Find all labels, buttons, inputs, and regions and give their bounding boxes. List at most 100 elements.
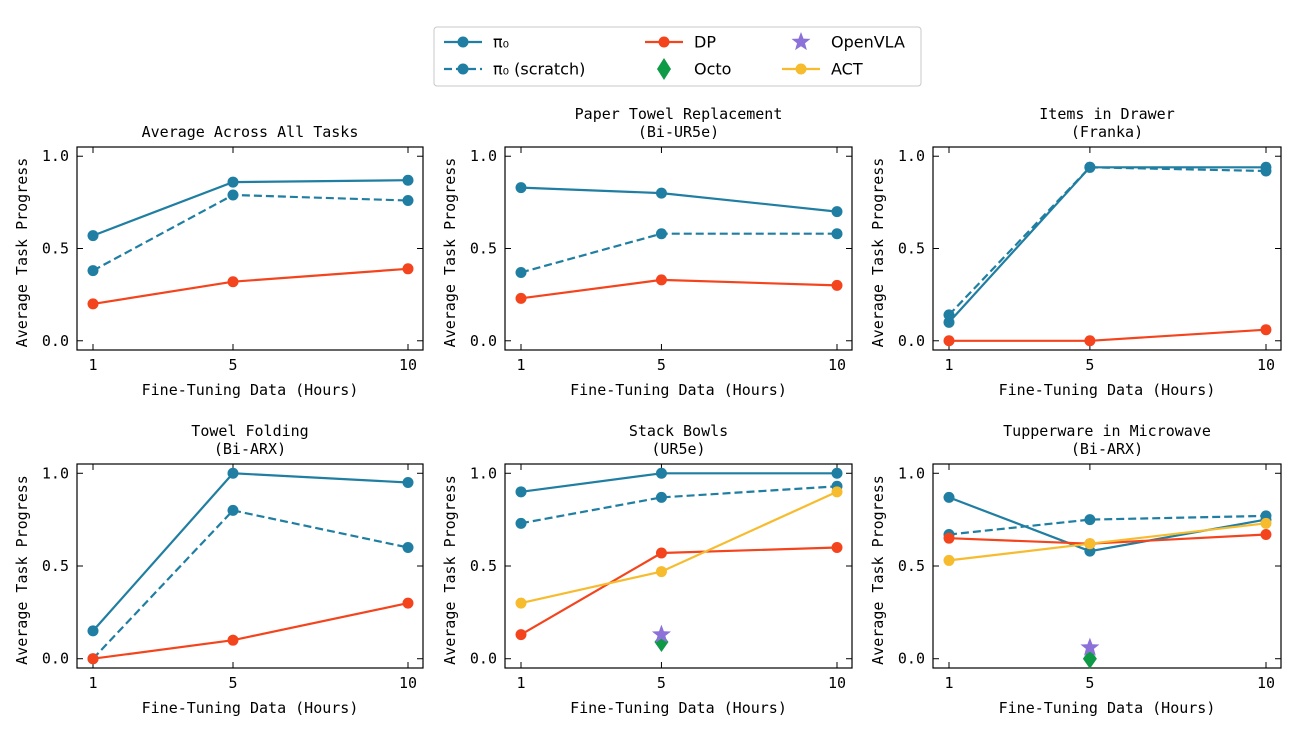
x-tick-label: 5 [1085,674,1094,692]
data-point-pi0 [402,477,414,489]
data-point-dp [655,274,667,286]
series-line-act [520,490,838,605]
x-tick-label: 10 [1257,674,1275,692]
data-point-dp [831,541,843,553]
data-point-pi0s [655,491,667,503]
data-point-act [943,554,955,566]
data-point-dp [655,547,667,559]
x-tick-label: 10 [828,356,846,374]
x-axis-label: Fine-Tuning Data (Hours) [142,381,359,399]
x-tick-label: 5 [228,356,237,374]
data-point-openvla [1080,637,1100,656]
data-point-dp [1084,335,1096,347]
data-point-pi0s [1084,514,1096,526]
panel-2: Paper Towel Replacement(Bi-UR5e) 0.0 0.5 1.… [441,105,853,399]
y-tick-label: 1.0 [42,147,69,165]
series-line-dp [949,328,1267,342]
y-axis-label: Average Task Progress [869,158,887,348]
series-line-dp [520,546,838,636]
x-tick-label: 1 [516,356,525,374]
data-point-pi0s [402,541,414,553]
x-tick-label: 10 [828,674,846,692]
panel-title: Tupperware in Microwave [1003,422,1211,440]
series-line-pi0s [520,485,838,525]
x-axis-label: Fine-Tuning Data (Hours) [570,699,787,717]
panel-3: Items in Drawer(Franka) 0.0 0.5 1.0 1 5 10 Fine… [869,105,1282,399]
x-axis-label: Fine-Tuning Data (Hours) [570,381,787,399]
y-axis-label: Average Task Progress [441,158,459,348]
data-point-pi0 [831,206,843,218]
series-line-pi0s [948,514,1267,536]
x-tick-label: 10 [1257,356,1275,374]
data-point-pi0 [655,187,667,199]
data-point-pi0 [515,486,527,498]
panel-title: (Bi-UR5e) [638,123,719,141]
data-point-act [831,486,843,498]
data-point-pi0 [831,467,843,479]
legend-label: DP [694,33,716,52]
data-point-dp [402,263,414,275]
series-line-pi0 [92,179,409,237]
legend-entry-dp: DP [645,33,716,52]
x-tick-label: 10 [399,674,417,692]
x-tick-label: 10 [399,356,417,374]
panel-title: (Bi-ARX) [214,440,286,458]
series-line-pi0s [948,166,1267,316]
legend-entry-octo: Octo [657,58,731,80]
data-point-pi0 [402,174,414,186]
data-point-act [1084,538,1096,550]
data-point-act [515,597,527,609]
y-axis-label: Average Task Progress [869,475,887,665]
x-tick-label: 5 [228,674,237,692]
y-tick-label: 0.0 [898,332,925,350]
legend-label: OpenVLA [831,33,905,52]
data-point-pi0s [1260,165,1272,177]
data-point-pi0 [943,491,955,503]
legend-marker [658,36,670,48]
y-axis-label: Average Task Progress [13,475,31,665]
data-point-pi0s [515,517,527,529]
data-point-pi0 [87,230,99,242]
data-point-pi0 [227,176,239,188]
legend: π₀ π₀ (scratch) DP Octo OpenVLA ACT [433,26,922,87]
legend-label: ACT [831,60,863,79]
data-point-pi0 [227,467,239,479]
data-point-dp [227,634,239,646]
series-line-pi0 [948,166,1266,324]
series-line-dp [520,278,838,300]
x-tick-label: 1 [516,674,525,692]
series-line-pi0s [92,509,409,660]
legend-marker [457,36,469,48]
y-tick-label: 0.5 [42,557,69,575]
y-tick-label: 0.5 [42,240,69,258]
data-point-dp [831,279,843,291]
y-tick-label: 0.0 [42,332,69,350]
data-point-pi0s [943,309,955,321]
y-tick-label: 1.0 [470,464,497,482]
y-tick-label: 0.5 [898,240,925,258]
legend-entry-pi0s: π₀ (scratch) [444,60,585,79]
data-point-pi0s [402,195,414,207]
data-point-dp [515,292,527,304]
data-point-pi0s [1084,161,1096,173]
plot-frame [76,146,424,351]
data-point-dp [943,532,955,544]
legend-label: Octo [694,60,731,79]
legend-star-marker [791,32,811,51]
data-point-dp [87,298,99,310]
panels: Average Across All Tasks 0.0 0.5 1.0 1 5 10 Fin… [13,105,1282,717]
series-line-pi0 [92,472,409,632]
y-tick-label: 1.0 [898,147,925,165]
x-tick-label: 5 [657,674,666,692]
data-point-pi0 [87,625,99,637]
y-axis-label: Average Task Progress [13,158,31,348]
x-tick-label: 1 [944,356,953,374]
series-line-dp [92,267,409,305]
panel-title: Items in Drawer [1039,105,1174,123]
panel-title: (Franka) [1071,123,1143,141]
plot-frame [504,463,853,669]
data-point-dp [1260,528,1272,540]
panel-title: Average Across All Tasks [142,123,359,141]
legend-label: π₀ [493,33,509,52]
